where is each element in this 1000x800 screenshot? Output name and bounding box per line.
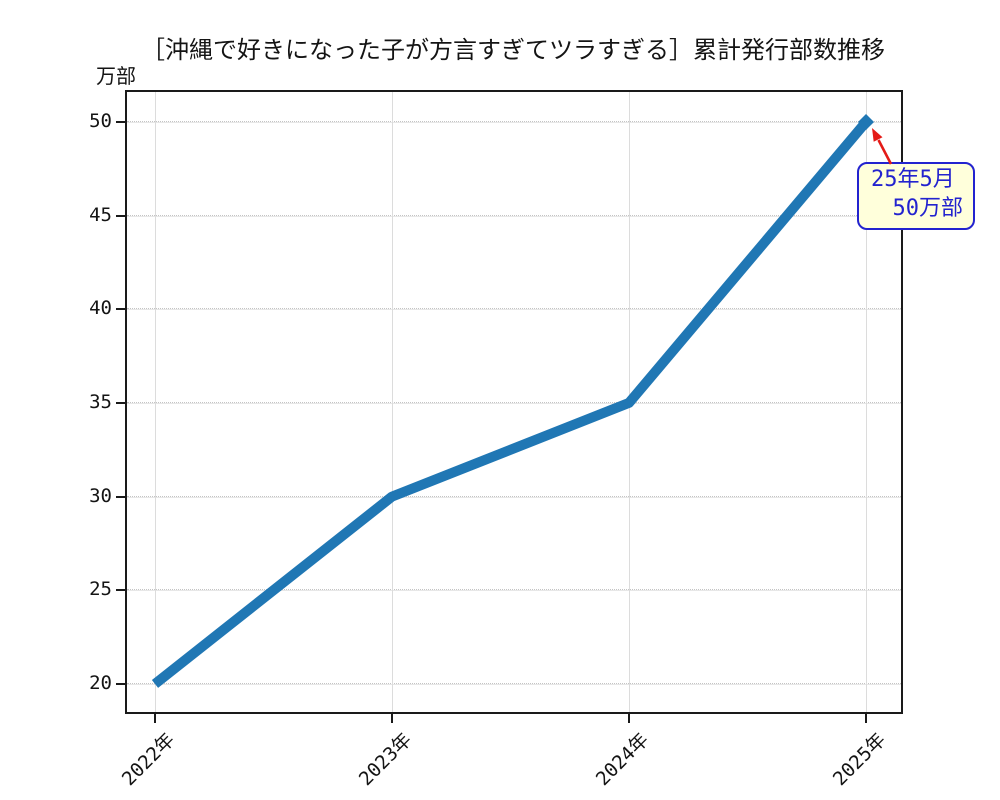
y-tick-label: 20 xyxy=(89,671,112,694)
gridline-horizontal xyxy=(127,589,901,592)
y-tick-label: 50 xyxy=(89,109,112,132)
y-tick-mark xyxy=(116,308,125,311)
y-tick-mark xyxy=(116,589,125,592)
chart-title: ［沖縄で好きになった子が方言すぎてツラすぎる］累計発行部数推移 xyxy=(141,36,885,64)
y-tick-label: 30 xyxy=(89,484,112,507)
data-point-marker xyxy=(858,113,874,130)
data-line-svg xyxy=(151,113,874,688)
x-tick-mark xyxy=(865,714,867,723)
gridline-horizontal xyxy=(127,120,901,123)
gridline-horizontal xyxy=(127,308,901,311)
gridline-vertical xyxy=(154,92,156,712)
y-axis-unit-label: 万部 xyxy=(96,64,136,88)
gridline-horizontal xyxy=(127,682,901,685)
y-tick-label: 40 xyxy=(89,297,112,320)
gridline-vertical xyxy=(391,92,393,712)
x-tick-mark xyxy=(391,714,393,723)
y-tick-label: 45 xyxy=(89,203,112,226)
y-tick-mark xyxy=(116,214,125,217)
annotation-date-label: 25年5月 xyxy=(871,167,955,192)
y-tick-mark xyxy=(116,401,125,404)
data-line xyxy=(151,118,870,688)
annotation-arrow-icon xyxy=(872,128,893,165)
y-tick-mark xyxy=(116,682,125,685)
x-tick-label: 2022年 xyxy=(118,728,180,791)
x-tick-mark xyxy=(628,714,630,723)
x-tick-label: 2025年 xyxy=(829,728,891,791)
y-tick-mark xyxy=(116,495,125,498)
x-tick-mark xyxy=(154,714,156,723)
y-tick-label: 25 xyxy=(89,578,112,601)
annotation-value-label: 50万部 xyxy=(892,195,964,221)
gridline-vertical xyxy=(865,92,867,712)
plot-area xyxy=(125,90,903,714)
gridline-horizontal xyxy=(127,401,901,404)
x-tick-label: 2024年 xyxy=(592,728,654,791)
annotation-box: 25年5月 50万部 xyxy=(857,162,975,231)
y-tick-label: 35 xyxy=(89,390,112,413)
gridline-horizontal xyxy=(127,495,901,498)
x-tick-label: 2023年 xyxy=(355,728,417,791)
y-tick-mark xyxy=(116,120,125,123)
gridline-horizontal xyxy=(127,214,901,217)
